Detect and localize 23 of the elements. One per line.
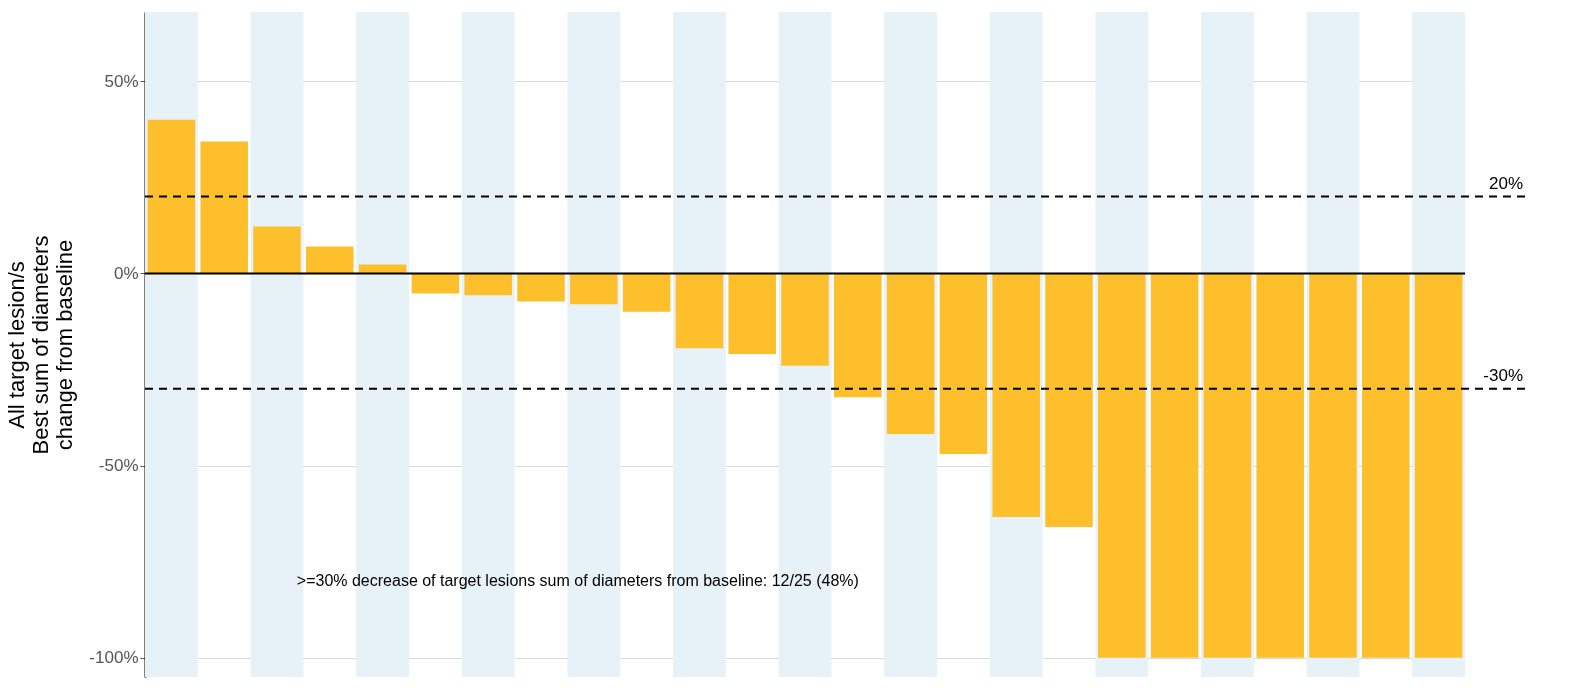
y-tick-label: 0% — [113, 263, 139, 283]
y-tick-label: 50% — [104, 71, 139, 91]
bar — [570, 273, 618, 305]
annotation: >=30% decrease of target lesions sum of diameters from baseline: 12/25 (48%) — [296, 571, 859, 589]
bar — [253, 226, 301, 274]
bar — [675, 273, 724, 349]
y-tick-label: -100% — [89, 648, 139, 668]
y-axis-title: All target lesion/s Best sum of diameters change from baseline — [4, 235, 78, 455]
y-tick-label: -50% — [98, 456, 139, 476]
bar — [464, 273, 512, 296]
bar — [517, 273, 565, 302]
bar — [781, 273, 829, 366]
bar — [411, 273, 460, 294]
bar — [306, 246, 354, 274]
bar — [200, 141, 248, 274]
ref-line-label: -30% — [1483, 365, 1523, 385]
bar — [728, 273, 776, 355]
bar — [834, 273, 882, 398]
bar — [147, 119, 196, 274]
bar — [886, 273, 935, 435]
bar — [622, 273, 671, 312]
ref-line-label: 20% — [1488, 173, 1523, 193]
bar — [939, 273, 988, 455]
